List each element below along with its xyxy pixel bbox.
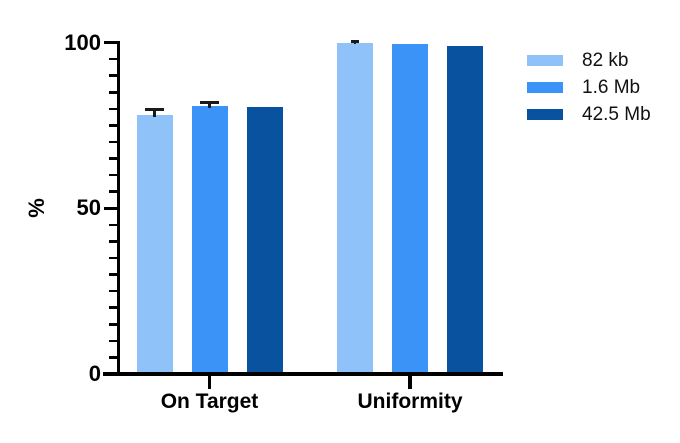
y-minor-tick	[108, 57, 117, 61]
error-bar-stem	[353, 41, 357, 45]
bar	[246, 107, 283, 374]
y-minor-tick	[108, 339, 117, 343]
x-category-label: On Target	[160, 390, 259, 413]
bar	[392, 44, 428, 374]
y-major-tick	[104, 40, 117, 45]
error-bar-cap	[145, 107, 164, 111]
legend-swatch	[527, 55, 563, 66]
error-bar-cap	[351, 39, 359, 43]
x-category-tick	[207, 375, 212, 389]
bar	[191, 106, 228, 374]
y-tick-label: 0	[88, 361, 101, 386]
y-minor-tick	[108, 173, 117, 177]
y-minor-tick	[108, 90, 117, 94]
x-category-label: Uniformity	[357, 390, 463, 413]
y-minor-tick	[108, 157, 117, 160]
legend-label: 1.6 Mb	[582, 76, 641, 98]
error-bar-stem	[153, 109, 156, 118]
bar	[447, 45, 483, 374]
error-bar-stem	[208, 102, 211, 109]
legend-swatch	[527, 109, 563, 120]
y-minor-tick	[108, 223, 117, 227]
y-minor-tick	[108, 356, 117, 359]
y-minor-tick	[108, 322, 117, 326]
y-minor-tick	[108, 124, 117, 127]
legend-swatch	[527, 82, 563, 93]
y-minor-tick	[108, 289, 117, 293]
bar	[136, 115, 173, 374]
y-minor-tick	[108, 273, 117, 276]
legend-label: 82 kb	[582, 49, 629, 71]
y-minor-tick	[108, 107, 117, 111]
y-minor-tick	[108, 306, 117, 309]
y-tick-label: 100	[64, 29, 101, 55]
y-axis-spine	[116, 41, 120, 376]
y-minor-tick	[108, 256, 117, 260]
y-major-tick	[104, 206, 117, 210]
y-minor-tick	[108, 190, 117, 193]
x-axis-line	[103, 372, 503, 376]
bar	[337, 42, 373, 374]
y-minor-tick	[108, 74, 117, 77]
y-minor-tick	[108, 140, 117, 144]
error-bar-cap	[200, 100, 219, 104]
x-category-tick	[408, 375, 412, 389]
y-tick-label: 50	[76, 195, 101, 221]
y-minor-tick	[108, 240, 117, 243]
legend-label: 42.5 Mb	[582, 103, 651, 125]
